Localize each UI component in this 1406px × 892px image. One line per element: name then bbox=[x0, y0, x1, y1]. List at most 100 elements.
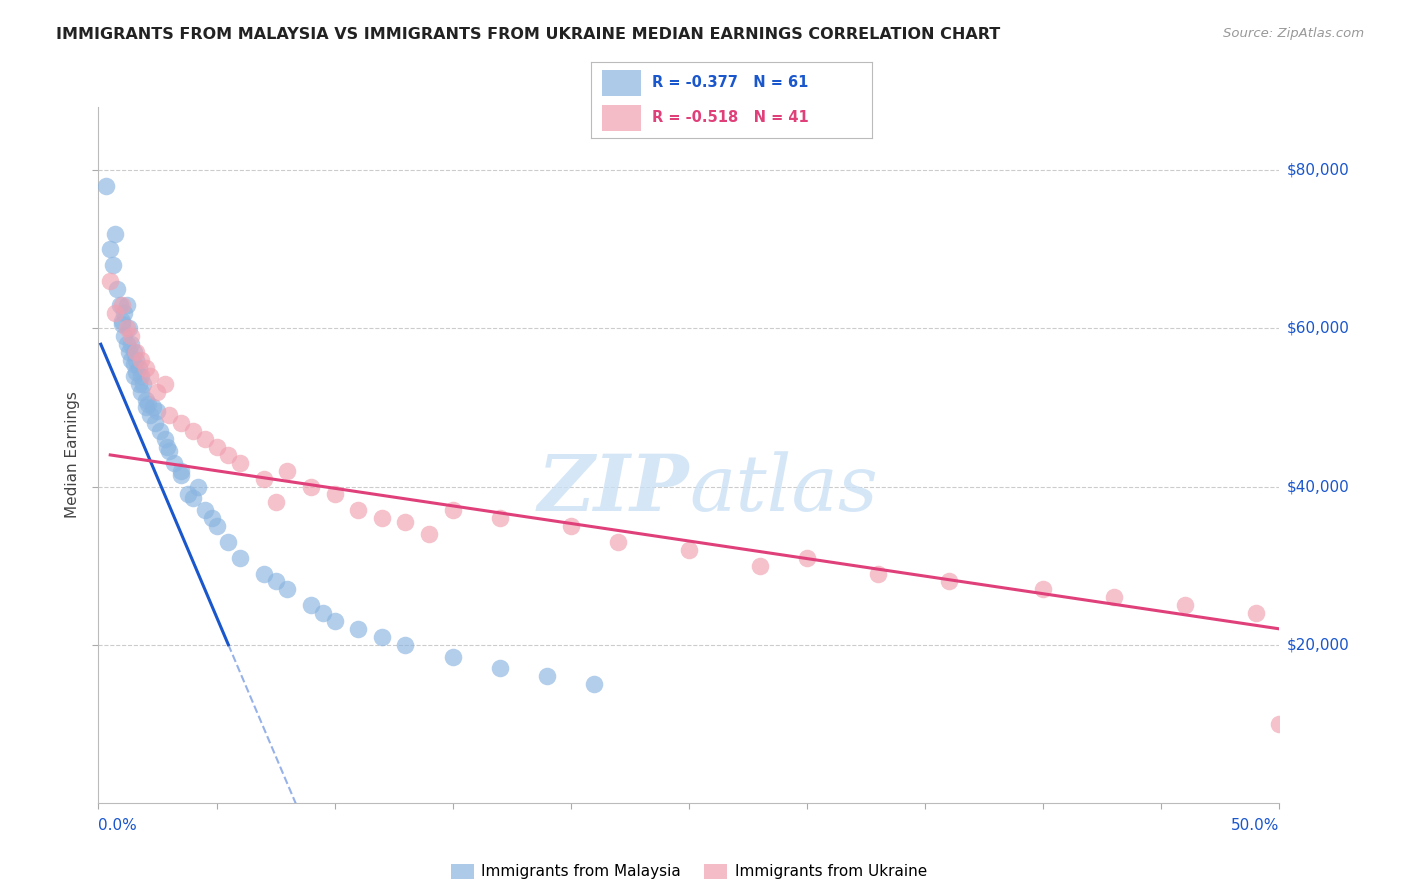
Text: atlas: atlas bbox=[689, 451, 877, 528]
Point bbox=[170, 417, 193, 431]
Bar bbox=[602, 105, 641, 130]
Point bbox=[163, 456, 186, 470]
Point bbox=[276, 582, 298, 597]
Point bbox=[135, 361, 157, 376]
Point bbox=[205, 440, 228, 454]
Point bbox=[1174, 598, 1197, 612]
Point bbox=[312, 606, 335, 620]
Point bbox=[111, 298, 134, 312]
Point bbox=[129, 353, 152, 368]
Point bbox=[170, 464, 193, 478]
Point bbox=[1102, 591, 1125, 605]
Point bbox=[181, 424, 204, 438]
Text: $60,000: $60,000 bbox=[1286, 321, 1350, 336]
Point bbox=[128, 376, 150, 391]
Point bbox=[276, 464, 298, 478]
Point bbox=[135, 392, 157, 407]
Point bbox=[181, 491, 204, 506]
Text: $40,000: $40,000 bbox=[1286, 479, 1350, 494]
Point bbox=[748, 558, 770, 573]
Point bbox=[441, 503, 464, 517]
Point bbox=[122, 357, 145, 371]
Point bbox=[149, 424, 172, 438]
Point bbox=[121, 337, 143, 351]
Point bbox=[205, 519, 228, 533]
Text: IMMIGRANTS FROM MALAYSIA VS IMMIGRANTS FROM UKRAINE MEDIAN EARNINGS CORRELATION : IMMIGRANTS FROM MALAYSIA VS IMMIGRANTS F… bbox=[56, 27, 1001, 42]
Point bbox=[125, 353, 148, 368]
Point bbox=[264, 495, 287, 509]
Point bbox=[121, 353, 143, 368]
Point bbox=[299, 479, 322, 493]
Point bbox=[143, 417, 166, 431]
Point bbox=[536, 669, 558, 683]
Point bbox=[371, 630, 394, 644]
Point bbox=[583, 677, 606, 691]
Point bbox=[264, 574, 287, 589]
Point bbox=[157, 409, 180, 423]
Point bbox=[1032, 582, 1054, 597]
Point bbox=[136, 396, 159, 410]
Point bbox=[418, 527, 440, 541]
Point bbox=[115, 321, 138, 335]
Point bbox=[153, 432, 176, 446]
Point bbox=[111, 313, 134, 327]
Point bbox=[142, 401, 165, 415]
Point bbox=[132, 376, 155, 391]
Point bbox=[146, 384, 169, 399]
Point bbox=[153, 376, 176, 391]
Point bbox=[156, 440, 179, 454]
Point bbox=[115, 298, 138, 312]
Point bbox=[122, 345, 145, 359]
Text: R = -0.377   N = 61: R = -0.377 N = 61 bbox=[652, 76, 808, 90]
Point bbox=[394, 638, 416, 652]
Point bbox=[129, 384, 152, 399]
Point bbox=[938, 574, 960, 589]
Text: $20,000: $20,000 bbox=[1286, 637, 1350, 652]
Point bbox=[98, 243, 121, 257]
Point bbox=[135, 401, 157, 415]
Point bbox=[866, 566, 889, 581]
Point bbox=[229, 456, 252, 470]
Point bbox=[111, 318, 134, 332]
Text: $80,000: $80,000 bbox=[1286, 163, 1350, 178]
Point bbox=[796, 550, 818, 565]
Point bbox=[371, 511, 394, 525]
Point bbox=[125, 345, 148, 359]
Point bbox=[394, 515, 416, 529]
Point bbox=[323, 614, 346, 628]
Point bbox=[201, 511, 224, 525]
Point bbox=[253, 472, 276, 486]
Point bbox=[118, 345, 141, 359]
Point bbox=[118, 321, 141, 335]
Bar bbox=[602, 70, 641, 95]
Point bbox=[125, 365, 148, 379]
Point bbox=[105, 282, 128, 296]
Text: Source: ZipAtlas.com: Source: ZipAtlas.com bbox=[1223, 27, 1364, 40]
Point bbox=[299, 598, 322, 612]
Text: 50.0%: 50.0% bbox=[1232, 818, 1279, 832]
Point bbox=[217, 535, 239, 549]
Y-axis label: Median Earnings: Median Earnings bbox=[65, 392, 80, 518]
Point bbox=[489, 661, 512, 675]
Point bbox=[129, 368, 152, 383]
Point bbox=[177, 487, 200, 501]
Point bbox=[122, 368, 145, 383]
Point bbox=[170, 467, 193, 482]
Point bbox=[194, 503, 217, 517]
Point bbox=[1268, 716, 1291, 731]
Point bbox=[146, 404, 169, 418]
Point bbox=[112, 305, 135, 319]
Point bbox=[253, 566, 276, 581]
Point bbox=[98, 274, 121, 288]
Point bbox=[101, 258, 124, 272]
Text: R = -0.518   N = 41: R = -0.518 N = 41 bbox=[652, 111, 808, 125]
Text: 0.0%: 0.0% bbox=[98, 818, 138, 832]
Point bbox=[128, 361, 150, 376]
Point bbox=[194, 432, 217, 446]
Point bbox=[139, 409, 162, 423]
Point bbox=[441, 649, 464, 664]
Point bbox=[217, 448, 239, 462]
Point bbox=[229, 550, 252, 565]
Point bbox=[104, 305, 127, 319]
Point bbox=[323, 487, 346, 501]
